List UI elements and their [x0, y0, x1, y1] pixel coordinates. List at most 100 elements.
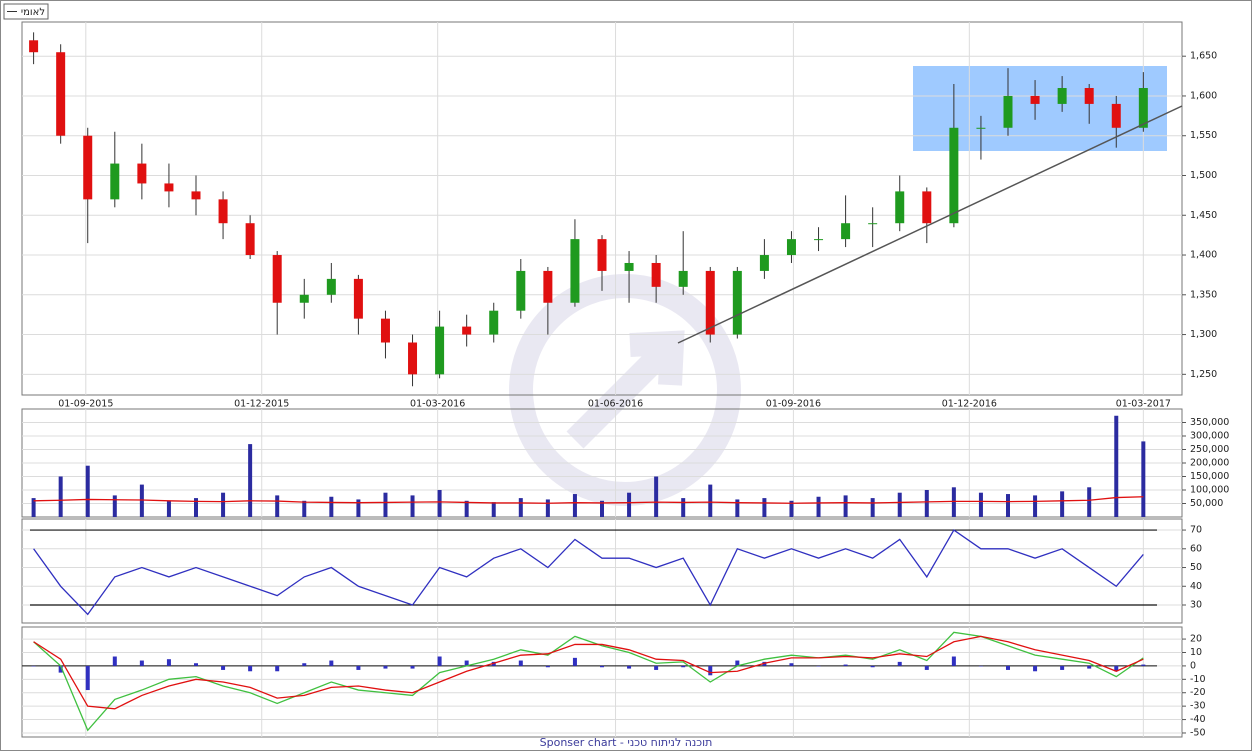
candle-body	[29, 40, 39, 53]
x-tick-label: 01-09-2015	[58, 399, 113, 410]
bar	[383, 665, 388, 669]
x-tick-label: 01-09-2016	[766, 399, 821, 410]
candle-body	[516, 270, 526, 311]
bar	[329, 660, 334, 666]
candle-body	[1111, 103, 1121, 128]
candle-body	[1057, 88, 1067, 104]
bar	[1114, 665, 1119, 672]
bar	[410, 495, 415, 517]
candle-body	[435, 326, 445, 375]
bar	[924, 490, 929, 517]
bar	[600, 665, 604, 668]
y-tick-label: 250,000	[1190, 444, 1229, 455]
candle-body	[705, 270, 715, 335]
candle-body	[624, 262, 634, 271]
bar	[410, 665, 415, 669]
candle-body	[895, 191, 905, 224]
bar	[1060, 491, 1065, 517]
panel	[21, 21, 1183, 396]
bar	[654, 665, 659, 670]
plot: 01-09-2015 01-12-2015 01-03-2016 01-06-2016…	[21, 21, 1229, 738]
panel	[21, 626, 1183, 738]
bar	[762, 498, 767, 517]
y-tick-label: 30	[1190, 600, 1202, 611]
bar	[789, 663, 794, 666]
y-tick-label: 1,400	[1190, 250, 1217, 261]
y-tick-label: 1,300	[1190, 329, 1217, 340]
legend	[3, 3, 49, 20]
bar	[464, 660, 469, 666]
candle-body	[380, 318, 390, 343]
bar	[545, 665, 550, 668]
candle-body	[570, 239, 580, 303]
bar	[735, 499, 740, 517]
trend-line	[677, 105, 1183, 344]
bar	[545, 499, 550, 517]
candle-body	[1003, 95, 1013, 128]
bar	[221, 492, 226, 517]
bar	[194, 498, 198, 517]
bar	[681, 665, 686, 668]
bar	[897, 661, 902, 666]
bar	[1087, 487, 1092, 517]
bar	[31, 665, 36, 667]
bar	[600, 500, 604, 517]
bar	[1006, 665, 1010, 670]
bar	[572, 494, 577, 517]
y-tick-label: -30	[1190, 701, 1206, 712]
y-tick-label: 150,000	[1190, 471, 1229, 482]
bar	[356, 499, 361, 517]
bar	[58, 665, 63, 673]
bar	[708, 665, 713, 676]
bar	[978, 665, 983, 667]
bar	[464, 500, 469, 517]
bar	[1114, 415, 1119, 517]
bar	[1033, 665, 1038, 672]
bar	[1087, 665, 1092, 669]
y-tick-label: 1,250	[1190, 369, 1217, 380]
line	[33, 529, 1144, 616]
candle-body	[462, 326, 472, 335]
bar	[843, 495, 848, 517]
candle-body	[137, 163, 147, 184]
bar	[166, 659, 171, 666]
candle-body	[1084, 88, 1094, 104]
y-tick-label: 20	[1190, 634, 1202, 645]
y-tick-label: -40	[1190, 714, 1206, 725]
bar	[789, 500, 794, 517]
y-tick-label: 60	[1190, 543, 1202, 554]
bar	[681, 498, 686, 517]
x-tick-label: 01-12-2016	[942, 399, 997, 410]
candle-body	[949, 127, 959, 224]
bar	[437, 490, 442, 517]
watermark	[509, 274, 741, 506]
bar	[627, 665, 632, 669]
candle-body	[408, 342, 418, 375]
y-tick-label: -50	[1190, 727, 1206, 738]
bar	[843, 664, 848, 666]
bar	[302, 663, 307, 666]
bar	[654, 476, 659, 517]
candle-body	[164, 183, 174, 192]
y-tick-label: 1,450	[1190, 210, 1217, 221]
candle-body	[543, 270, 553, 303]
bar	[816, 665, 821, 667]
candle-body	[245, 223, 255, 256]
bar	[870, 665, 875, 668]
y-tick-label: 0	[1190, 660, 1196, 671]
bar	[1033, 495, 1038, 517]
y-tick-label: -20	[1190, 687, 1206, 698]
x-tick-label: 01-03-2016	[410, 399, 465, 410]
candle-body	[841, 223, 851, 240]
panel	[21, 518, 1183, 624]
candle-body	[597, 239, 607, 271]
y-tick-label: 1,350	[1190, 289, 1217, 300]
candle-body	[1138, 88, 1148, 128]
candle-body	[299, 294, 309, 303]
candle-body	[651, 262, 661, 287]
candle-body	[191, 191, 201, 200]
y-tick-label: 40	[1190, 581, 1202, 592]
candle-body	[814, 239, 824, 241]
candle-body	[56, 52, 66, 136]
bar	[139, 484, 144, 517]
